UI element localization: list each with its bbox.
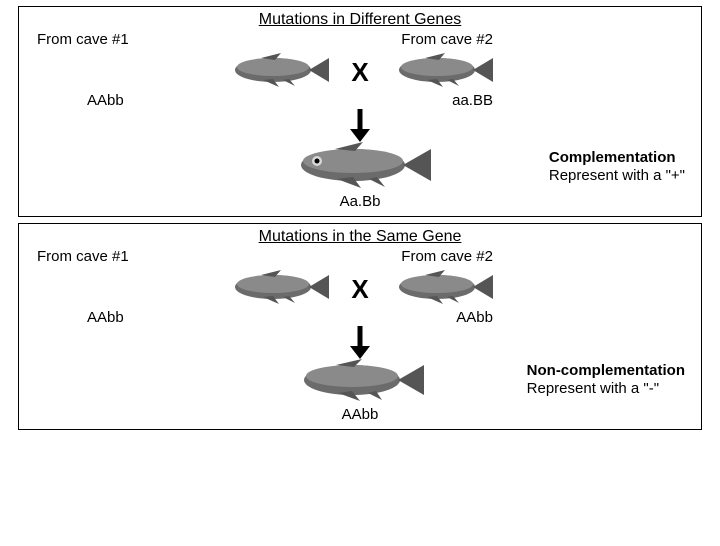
result-title: Complementation [549, 149, 685, 168]
result-box: Non-complementation Represent with a "-" [527, 362, 685, 400]
fish-icon [223, 267, 333, 311]
cave2-label: From cave #2 [401, 31, 493, 48]
panel-different-genes: Mutations in Different Genes From cave #… [18, 6, 702, 217]
fish-icon [290, 356, 430, 408]
cave1-label: From cave #1 [37, 31, 129, 48]
offspring-genotype: Aa.Bb [27, 193, 693, 210]
panel-same-gene: Mutations in the Same Gene From cave #1 … [18, 223, 702, 430]
offspring-genotype: AAbb [27, 406, 693, 423]
cave-labels: From cave #1 From cave #2 [27, 31, 693, 48]
fish-icon [223, 50, 333, 94]
cross-row: X [27, 50, 693, 94]
genotype2: aa.BB [452, 92, 493, 109]
genotype2: AAbb [456, 309, 493, 326]
cross-row: X [27, 267, 693, 311]
cave1-label: From cave #1 [37, 248, 129, 265]
genotype1: AAbb [87, 309, 124, 326]
genotype1: AAbb [87, 92, 124, 109]
cave2-label: From cave #2 [401, 248, 493, 265]
fish-icon [387, 267, 497, 311]
cave-labels: From cave #1 From cave #2 [27, 248, 693, 265]
arrow-down-icon [27, 324, 693, 360]
fish-icon [285, 139, 435, 195]
cross-symbol: X [351, 274, 368, 305]
result-subtitle: Represent with a "-" [527, 380, 685, 399]
fish-icon [387, 50, 497, 94]
result-subtitle: Represent with a "+" [549, 167, 685, 186]
cross-symbol: X [351, 57, 368, 88]
panel-title: Mutations in the Same Gene [27, 228, 693, 246]
panel-title: Mutations in Different Genes [27, 11, 693, 29]
arrow-down-icon [27, 107, 693, 143]
result-box: Complementation Represent with a "+" [549, 149, 685, 187]
result-title: Non-complementation [527, 362, 685, 381]
